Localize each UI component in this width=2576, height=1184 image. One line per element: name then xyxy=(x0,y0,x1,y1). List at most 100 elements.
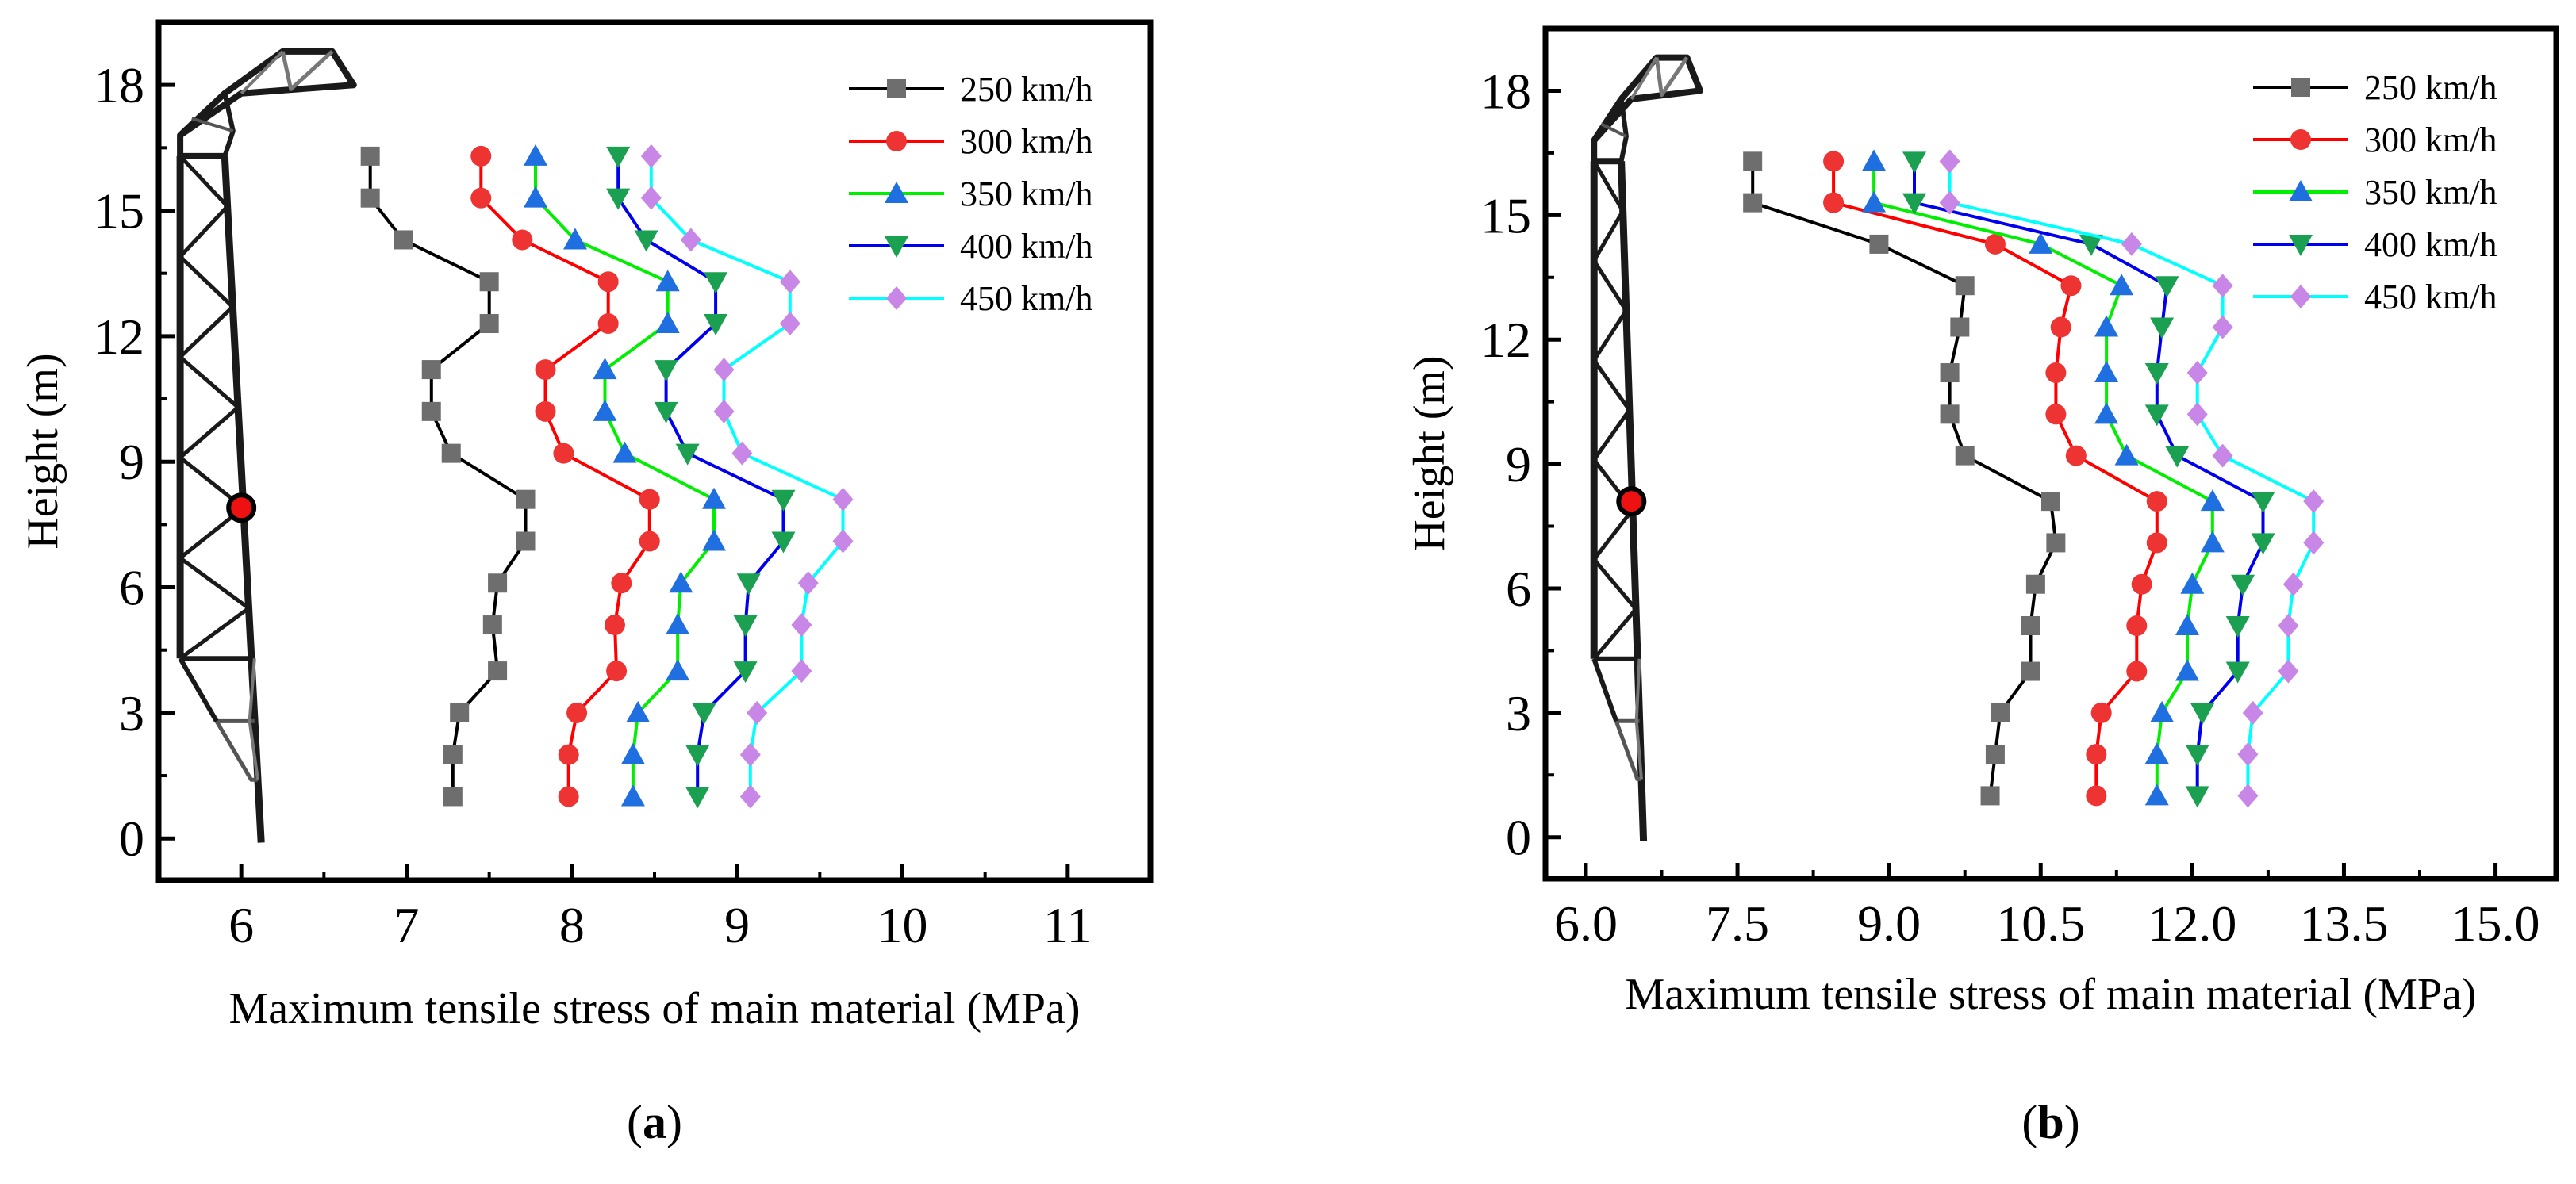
data-point xyxy=(2237,742,2259,767)
data-point xyxy=(2180,572,2205,594)
x-tick-label: 6.0 xyxy=(1554,895,1618,952)
tower-diagram xyxy=(1590,54,1703,842)
legend-label: 250 km/h xyxy=(2364,68,2497,107)
data-point xyxy=(2212,443,2233,468)
data-point xyxy=(1980,786,2000,806)
data-point xyxy=(2094,315,2119,337)
legend-label: 450 km/h xyxy=(960,279,1092,318)
data-point xyxy=(669,571,693,593)
y-tick-label: 6 xyxy=(1506,561,1531,617)
data-point xyxy=(593,399,617,421)
data-point xyxy=(524,144,547,166)
data-point xyxy=(739,742,761,767)
data-point xyxy=(2094,361,2119,383)
series-line xyxy=(649,155,845,797)
y-tick-label: 3 xyxy=(1506,685,1531,741)
data-point xyxy=(2225,616,2250,638)
data-point xyxy=(771,531,796,554)
series-line xyxy=(1751,161,2058,796)
y-tick-label: 15 xyxy=(1480,187,1531,243)
data-point xyxy=(2278,659,2299,684)
data-point xyxy=(488,573,508,593)
y-tick-label: 15 xyxy=(94,183,144,239)
data-point xyxy=(771,489,796,512)
data-point xyxy=(535,400,556,422)
data-point xyxy=(1862,190,1887,213)
data-point xyxy=(747,700,768,725)
legend-item: 450 km/h xyxy=(2253,278,2497,316)
data-point xyxy=(2190,703,2215,725)
data-point xyxy=(605,615,625,636)
data-point xyxy=(612,441,637,463)
data-point xyxy=(2086,785,2107,807)
data-point xyxy=(1985,745,2005,764)
data-point xyxy=(450,703,470,722)
legend-item: 450 km/h xyxy=(849,279,1092,318)
data-point xyxy=(626,700,651,722)
data-point xyxy=(516,489,536,509)
data-point xyxy=(2282,572,2304,596)
series-line xyxy=(1913,161,2265,796)
series-line xyxy=(616,155,785,797)
series-5 xyxy=(1939,149,2325,808)
series-1 xyxy=(1743,151,2066,806)
data-point xyxy=(421,360,441,380)
data-point xyxy=(2090,702,2112,723)
data-point xyxy=(1940,363,1960,383)
data-point xyxy=(704,272,728,294)
data-point xyxy=(620,784,645,807)
data-point xyxy=(597,313,619,335)
data-point xyxy=(394,230,413,250)
panel-b: 6.0 7.5 9.0 10.5 12.0 13.5 15.0 0 3 6 9 12 15 18 250 … xyxy=(1405,25,2559,1148)
series-4 xyxy=(606,146,796,809)
data-point xyxy=(611,573,632,594)
data-point xyxy=(702,487,726,509)
data-point xyxy=(704,314,728,336)
data-point xyxy=(2186,361,2208,385)
x-tick-label: 9 xyxy=(724,897,750,953)
data-point xyxy=(2155,276,2179,298)
x-tick-label: 8 xyxy=(559,897,585,953)
data-point xyxy=(654,360,678,382)
data-point xyxy=(655,312,680,334)
data-point xyxy=(2060,275,2082,297)
data-point xyxy=(558,786,579,807)
x-tick-label: 7.5 xyxy=(1706,895,1769,952)
data-point xyxy=(791,613,812,638)
data-point xyxy=(1823,192,1845,213)
series-line xyxy=(1948,161,2316,796)
x-axis-label: Maximum tensile stress of main material … xyxy=(228,984,1080,1033)
legend-label: 250 km/h xyxy=(960,70,1092,109)
y-tick-label: 12 xyxy=(1480,312,1531,368)
axes: 6 7 8 9 10 11 0 3 6 9 12 15 18 xyxy=(94,19,1154,953)
legend-item: 350 km/h xyxy=(849,174,1092,213)
data-point xyxy=(733,661,758,684)
data-point xyxy=(1950,317,1970,337)
data-point xyxy=(2144,363,2169,385)
legend-marker xyxy=(2290,129,2311,150)
data-point xyxy=(1902,193,1927,215)
data-point xyxy=(702,529,726,551)
y-tick-label: 12 xyxy=(94,308,144,365)
data-point xyxy=(443,745,463,764)
data-point xyxy=(2278,614,2299,638)
data-point xyxy=(2175,614,2199,636)
data-point xyxy=(2186,402,2208,427)
data-point xyxy=(470,187,492,209)
legend-item: 300 km/h xyxy=(2253,121,2497,159)
data-point xyxy=(2251,492,2275,514)
data-point xyxy=(2025,574,2045,594)
data-point xyxy=(563,228,587,250)
data-point xyxy=(675,443,700,466)
data-point xyxy=(512,229,533,251)
series-group xyxy=(360,144,854,809)
data-point xyxy=(2225,661,2250,684)
data-point xyxy=(2041,492,2060,512)
y-axis-label: Height (m) xyxy=(1405,355,1454,551)
legend-item: 250 km/h xyxy=(2253,68,2497,107)
data-point xyxy=(2165,446,2190,468)
data-point xyxy=(692,703,716,725)
data-point xyxy=(2079,234,2103,256)
x-axis-label: Maximum tensile stress of main material … xyxy=(1625,970,2476,1019)
legend-item: 300 km/h xyxy=(849,122,1092,161)
